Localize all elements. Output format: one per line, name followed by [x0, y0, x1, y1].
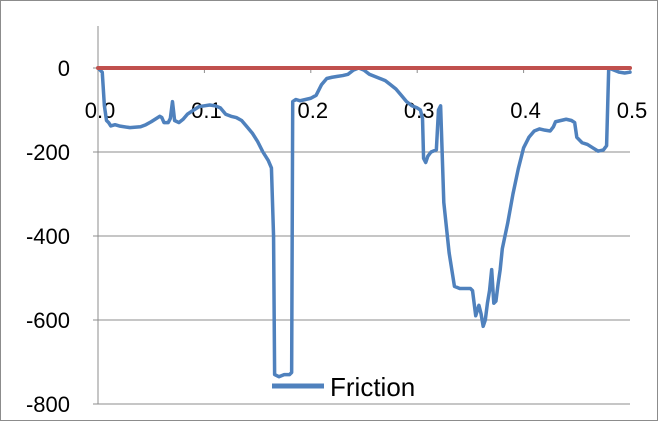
legend: Friction	[272, 372, 415, 402]
x-tick-label: 0.0	[85, 98, 116, 123]
series-line-friction	[96, 66, 632, 379]
x-tick-label: 0.2	[298, 98, 329, 123]
y-tick-label: -800	[26, 392, 70, 417]
legend-label-friction: Friction	[330, 372, 415, 402]
x-tick-label: 0.4	[510, 98, 541, 123]
y-tick-label: -200	[26, 140, 70, 165]
y-tick-label: 0	[58, 56, 70, 81]
y-tick-label: -400	[26, 224, 70, 249]
y-tick-label: -600	[26, 308, 70, 333]
series-layer	[96, 66, 632, 379]
x-tick-label: 0.5	[617, 98, 648, 123]
